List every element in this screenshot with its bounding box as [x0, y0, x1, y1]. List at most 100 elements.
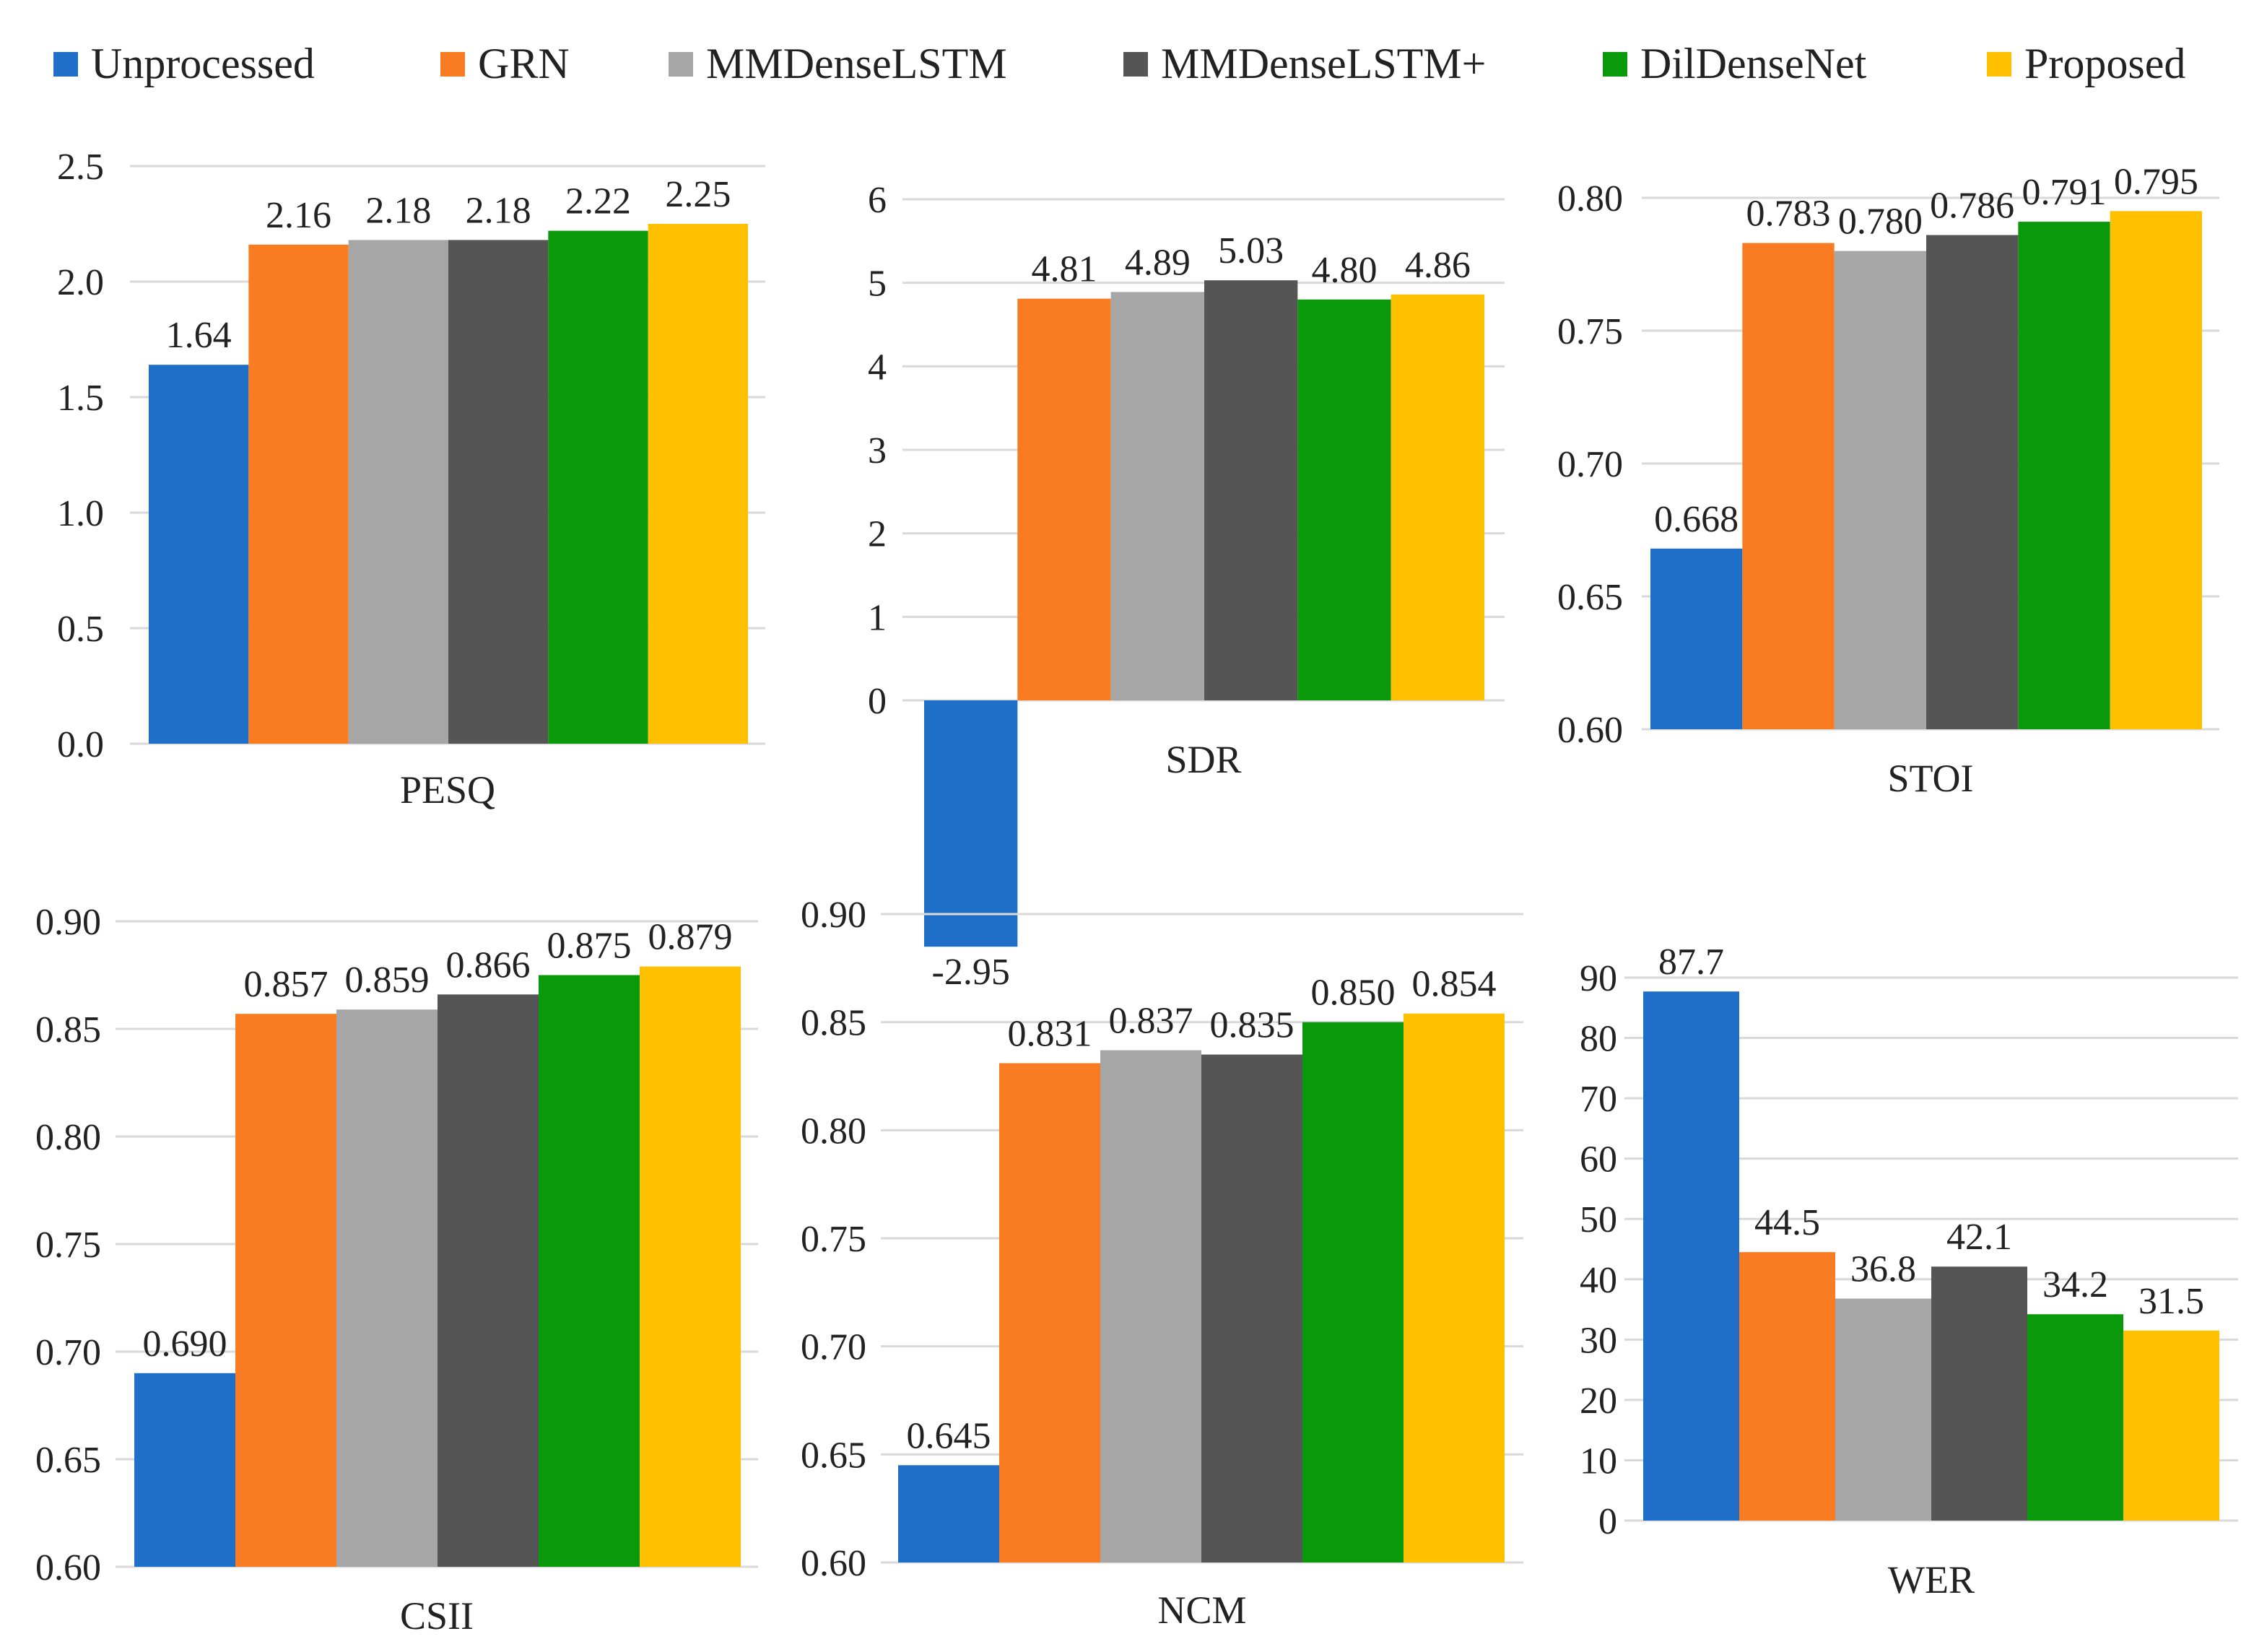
data-label: 0.786 [1930, 186, 2014, 227]
y-tick-label: 2.5 [57, 147, 104, 188]
bar-unprocessed [1643, 991, 1739, 1521]
data-label: 0.850 [1311, 973, 1396, 1014]
bar-mmdenselstm [1834, 251, 1926, 730]
y-tick-label: 0.85 [35, 1009, 101, 1051]
panel-sdr: 0 1 2 3 4 5 6 -2.95 4.81 4.89 5.03 4.80 4.86 SDR [868, 180, 1505, 993]
bar-mmdenselstmplus [1204, 280, 1298, 700]
y-tick-label: 5 [868, 264, 887, 305]
bar-proposed [1404, 1013, 1505, 1562]
panel-title: PESQ [400, 768, 495, 812]
y-tick-label: 2.0 [57, 262, 104, 303]
legend-swatch-2 [669, 52, 693, 77]
y-tick-label: 0.90 [801, 895, 866, 936]
panel-title: WER [1888, 1558, 1975, 1601]
panel-pesq: 0.0 0.5 1.0 1.5 2.0 2.5 1.64 2.16 2.18 2.18 2.22 2.… [57, 147, 765, 812]
bar-mmdenselstmplus [1931, 1266, 2027, 1521]
bar-mmdenselstm [1110, 292, 1204, 700]
panel-ncm: 0.60 0.65 0.70 0.75 0.80 0.85 0.90 0.645 0.831 0.… [801, 895, 1523, 1632]
data-label: 2.16 [266, 195, 331, 236]
y-tick-label: 40 [1580, 1260, 1617, 1301]
bar-dildensenet [539, 975, 640, 1567]
legend-label-5: Proposed [2024, 40, 2185, 87]
y-tick-label: 0.75 [1557, 311, 1623, 352]
y-tick-label: 0.80 [801, 1110, 866, 1152]
data-label: 4.80 [1312, 250, 1378, 291]
y-tick-label: 0.75 [801, 1219, 866, 1260]
legend-swatch-3 [1123, 52, 1148, 77]
y-tick-label: 0.70 [1557, 444, 1623, 485]
y-tick-label: 90 [1580, 958, 1617, 999]
data-label: 4.89 [1125, 242, 1191, 283]
bar-mmdenselstmplus [448, 240, 549, 744]
data-label: 0.875 [547, 926, 632, 967]
bar-mmdenselstm [1835, 1298, 1931, 1521]
bar-mmdenselstm [348, 240, 448, 744]
legend-swatch-1 [440, 52, 465, 77]
panel-title: CSII [400, 1594, 474, 1638]
panel-stoi: 0.60 0.65 0.70 0.75 0.80 0.668 0.783 0.780 0.786… [1557, 161, 2219, 800]
data-label: 0.780 [1838, 201, 1923, 243]
data-label: 44.5 [1754, 1202, 1820, 1243]
y-tick-label: 0.65 [801, 1435, 866, 1476]
data-label: 2.25 [665, 174, 731, 215]
y-tick-label: 4 [868, 347, 887, 388]
legend-swatch-0 [53, 52, 78, 77]
legend-swatch-5 [1987, 52, 2011, 77]
y-tick-label: 0.0 [57, 724, 104, 765]
bar-mmdenselstmplus [438, 994, 539, 1567]
panel-wer: 0 10 20 30 40 50 60 70 80 90 87.7 44.5 36.8 42.1 34.2 3… [1580, 942, 2238, 1601]
data-label: 0.859 [345, 960, 430, 1001]
y-tick-label: 0.60 [35, 1547, 101, 1588]
data-label: 42.1 [1946, 1217, 2012, 1258]
data-label: 0.668 [1654, 499, 1739, 540]
y-tick-label: 1.5 [57, 378, 104, 419]
y-tick-label: 0.65 [35, 1440, 101, 1481]
chart-panels: 0.0 0.5 1.0 1.5 2.0 2.5 1.64 2.16 2.18 2.18 2.22 2.… [35, 147, 2238, 1638]
bar-dildensenet [1302, 1022, 1404, 1562]
data-label: 0.835 [1210, 1005, 1294, 1046]
y-tick-label: 0.65 [1557, 577, 1623, 618]
bar-dildensenet [2027, 1314, 2123, 1521]
data-label: 0.783 [1746, 194, 1831, 235]
bar-grn [1017, 298, 1111, 701]
data-label: 4.81 [1032, 249, 1097, 290]
bar-proposed [640, 966, 741, 1567]
bar-grn [1742, 243, 1835, 729]
y-tick-label: 0.60 [1557, 710, 1623, 751]
y-tick-label: 1 [868, 597, 887, 638]
data-label: 34.2 [2042, 1264, 2108, 1305]
y-tick-label: 3 [868, 430, 887, 471]
data-label: 31.5 [2138, 1281, 2204, 1322]
y-tick-label: 0.75 [35, 1225, 101, 1266]
bar-proposed [1391, 294, 1484, 700]
bar-proposed [2110, 211, 2202, 729]
bar-unprocessed [134, 1373, 235, 1567]
data-label: 36.8 [1850, 1249, 1916, 1290]
y-tick-label: 0.5 [57, 609, 104, 650]
bar-unprocessed [924, 700, 1018, 947]
bar-mmdenselstm [1100, 1050, 1201, 1562]
data-label: 87.7 [1658, 942, 1724, 983]
legend-label-0: Unprocessed [91, 40, 315, 87]
bar-unprocessed [149, 365, 249, 744]
bar-unprocessed [1650, 548, 1743, 729]
y-tick-label: 0.85 [801, 1003, 866, 1044]
legend-swatch-4 [1603, 52, 1627, 77]
panel-title: SDR [1165, 738, 1241, 781]
data-label: 0.795 [2114, 161, 2198, 202]
legend-label-2: MMDenseLSTM [706, 40, 1007, 87]
data-label: -2.95 [932, 952, 1010, 993]
data-label: 0.791 [2022, 172, 2107, 213]
panel-csii: 0.60 0.65 0.70 0.75 0.80 0.85 0.90 0.690 0.857 0.… [35, 902, 758, 1638]
y-tick-label: 50 [1580, 1199, 1617, 1240]
bar-mmdenselstmplus [1201, 1054, 1302, 1562]
legend-label-1: GRN [478, 40, 570, 87]
data-label: 0.854 [1412, 964, 1497, 1005]
y-tick-label: 70 [1580, 1079, 1617, 1120]
bar-grn [235, 1014, 336, 1567]
data-label: 0.837 [1109, 1001, 1193, 1042]
data-label: 0.831 [1008, 1014, 1092, 1055]
panel-title: STOI [1887, 757, 1973, 800]
data-label: 0.879 [648, 917, 733, 958]
